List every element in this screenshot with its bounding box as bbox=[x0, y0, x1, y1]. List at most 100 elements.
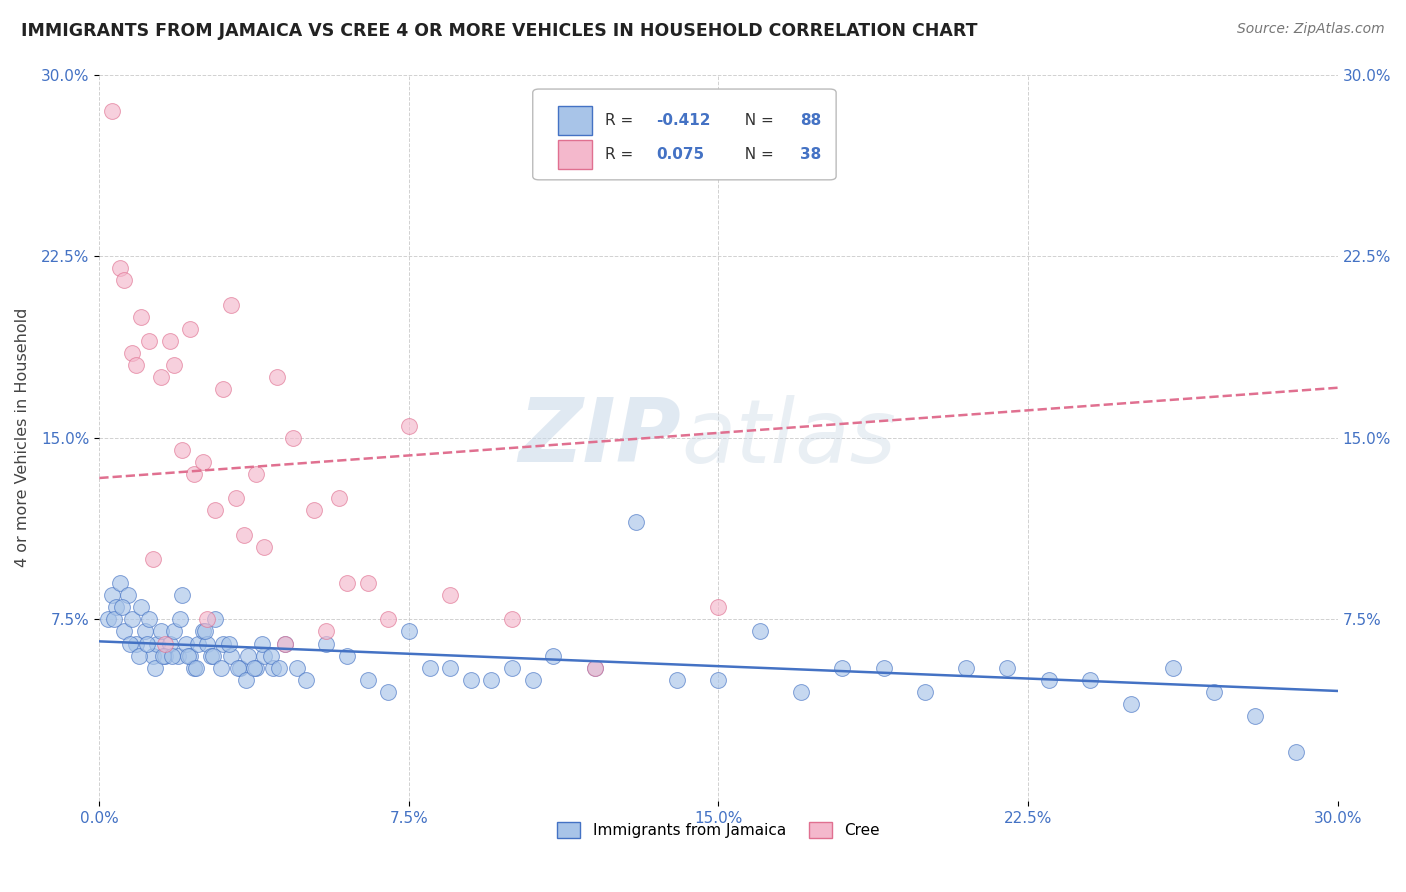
Point bbox=[162, 624, 184, 639]
Point bbox=[128, 648, 150, 663]
Text: R =: R = bbox=[605, 147, 638, 162]
Point bbox=[666, 673, 689, 687]
Point bbox=[419, 661, 441, 675]
Text: 0.075: 0.075 bbox=[657, 147, 704, 162]
Point bbox=[377, 612, 399, 626]
Point bbox=[232, 527, 254, 541]
Point bbox=[707, 600, 730, 615]
Point bbox=[245, 661, 267, 675]
Point bbox=[748, 624, 770, 639]
Point bbox=[162, 358, 184, 372]
Point bbox=[117, 588, 139, 602]
Point bbox=[1285, 746, 1308, 760]
Point bbox=[104, 600, 127, 615]
Point bbox=[872, 661, 894, 675]
Text: 38: 38 bbox=[800, 147, 821, 162]
Point bbox=[159, 334, 181, 348]
Point bbox=[209, 661, 232, 675]
Point bbox=[287, 661, 309, 675]
Point bbox=[583, 661, 606, 675]
Point bbox=[146, 636, 169, 650]
Point bbox=[243, 661, 266, 675]
Point bbox=[170, 442, 193, 457]
Point bbox=[187, 636, 209, 650]
Point bbox=[274, 636, 297, 650]
Point bbox=[134, 624, 156, 639]
Point bbox=[112, 273, 135, 287]
Point bbox=[543, 648, 565, 663]
Point bbox=[831, 661, 853, 675]
Text: R =: R = bbox=[605, 112, 638, 128]
Y-axis label: 4 or more Vehicles in Household: 4 or more Vehicles in Household bbox=[15, 308, 30, 567]
Point bbox=[398, 418, 420, 433]
Point bbox=[174, 636, 197, 650]
Point bbox=[274, 636, 297, 650]
Point bbox=[221, 648, 243, 663]
Point bbox=[252, 636, 274, 650]
Point bbox=[177, 648, 200, 663]
Point bbox=[624, 516, 647, 530]
Text: atlas: atlas bbox=[682, 394, 896, 481]
FancyBboxPatch shape bbox=[533, 89, 837, 180]
Point bbox=[179, 648, 201, 663]
Point bbox=[183, 661, 205, 675]
Point bbox=[138, 334, 160, 348]
Point bbox=[481, 673, 503, 687]
Point bbox=[1161, 661, 1184, 675]
Point bbox=[997, 661, 1019, 675]
Point bbox=[228, 661, 250, 675]
Point bbox=[129, 310, 152, 324]
Point bbox=[150, 624, 173, 639]
Point bbox=[195, 612, 218, 626]
Point bbox=[259, 648, 281, 663]
Point bbox=[218, 636, 240, 650]
Point bbox=[160, 648, 183, 663]
Point bbox=[183, 467, 205, 481]
Point bbox=[112, 624, 135, 639]
Point bbox=[169, 612, 191, 626]
Text: Source: ZipAtlas.com: Source: ZipAtlas.com bbox=[1237, 22, 1385, 37]
Point bbox=[790, 685, 813, 699]
Point bbox=[266, 370, 288, 384]
Point bbox=[179, 322, 201, 336]
Point bbox=[108, 261, 131, 276]
Point bbox=[522, 673, 544, 687]
Point bbox=[155, 636, 177, 650]
Point bbox=[108, 576, 131, 591]
Point bbox=[195, 636, 218, 650]
Point bbox=[315, 624, 337, 639]
Point bbox=[914, 685, 936, 699]
Point bbox=[1202, 685, 1225, 699]
Point bbox=[1244, 709, 1267, 723]
Point bbox=[142, 648, 165, 663]
Point bbox=[143, 661, 166, 675]
Point bbox=[186, 661, 208, 675]
Point bbox=[191, 455, 214, 469]
Point bbox=[283, 431, 305, 445]
Point bbox=[103, 612, 125, 626]
Point bbox=[212, 382, 235, 396]
Point bbox=[97, 612, 120, 626]
Point bbox=[100, 103, 122, 118]
Point bbox=[356, 576, 378, 591]
Point bbox=[707, 673, 730, 687]
Point bbox=[225, 491, 247, 506]
Point bbox=[204, 612, 226, 626]
Point bbox=[142, 551, 165, 566]
Point bbox=[253, 540, 276, 554]
Point bbox=[135, 636, 157, 650]
Point bbox=[501, 612, 523, 626]
Point bbox=[583, 661, 606, 675]
Point bbox=[204, 503, 226, 517]
Text: N =: N = bbox=[734, 112, 778, 128]
Point bbox=[201, 648, 224, 663]
Point bbox=[398, 624, 420, 639]
Point bbox=[262, 661, 284, 675]
Point bbox=[294, 673, 316, 687]
Point bbox=[377, 685, 399, 699]
Point bbox=[253, 648, 276, 663]
Point bbox=[1121, 697, 1143, 711]
Point bbox=[125, 358, 148, 372]
Point bbox=[152, 648, 174, 663]
Point bbox=[302, 503, 325, 517]
